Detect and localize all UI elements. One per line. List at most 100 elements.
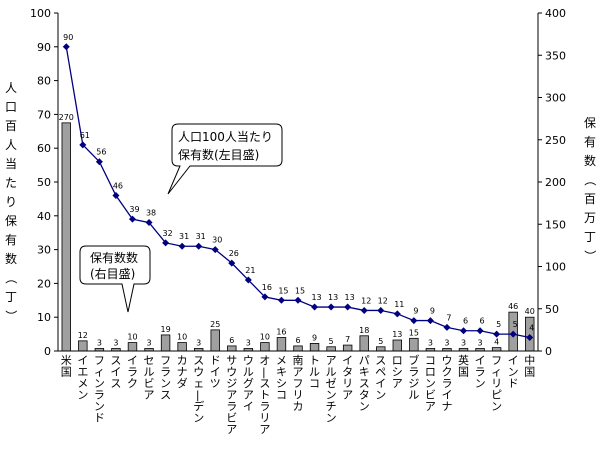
left-axis-title-char: 人 — [5, 138, 17, 152]
category-char: ル — [326, 366, 337, 379]
line-value-label: 16 — [262, 283, 272, 292]
right-tick-label: 400 — [545, 7, 566, 20]
category-char: ン — [94, 377, 105, 390]
line-value-label: 61 — [80, 131, 90, 140]
category-char: イ — [475, 354, 486, 367]
bar — [127, 342, 138, 352]
left-axis-title-char: 保 — [5, 214, 17, 228]
left-tick-label: 70 — [37, 108, 51, 121]
category-char: ロ — [425, 366, 436, 379]
line-value-label: 15 — [295, 286, 305, 295]
category-char: ル — [243, 366, 254, 379]
right-axis-title: 保有数 （ 百万丁 ） — [583, 116, 597, 262]
line-value-label: 11 — [394, 300, 404, 309]
right-axis-ticks: 0 50 100 150 200 250 300 350 400 — [538, 7, 566, 358]
series-point — [261, 293, 269, 301]
right-axis-title-char: 丁 — [584, 230, 596, 244]
bar — [409, 337, 419, 352]
bar-value-label: 13 — [392, 330, 402, 339]
line-value-label: 15 — [278, 286, 288, 295]
line-value-label: 30 — [212, 236, 222, 245]
series-point — [493, 330, 501, 338]
category-char: オ — [259, 354, 270, 367]
category-char: ナ — [441, 400, 452, 413]
category-char: リ — [491, 377, 502, 390]
category-char: フ — [293, 377, 304, 390]
bar-value-label: 12 — [78, 331, 88, 340]
category-char: ジ — [408, 377, 419, 390]
series-point — [162, 239, 170, 247]
category-char: ン — [491, 400, 502, 413]
category-char: ン — [94, 400, 105, 413]
category-char: ラ — [94, 389, 105, 402]
line-value-label: 12 — [361, 296, 371, 305]
bar-value-label: 3 — [97, 338, 102, 347]
callout-bar-text-2: (右目盛) — [90, 266, 135, 281]
line-value-label: 5 — [496, 320, 501, 329]
category-char: ウ — [441, 354, 452, 367]
category-char: メ — [276, 354, 287, 367]
category-char: ン — [326, 412, 337, 425]
line-value-label: 90 — [63, 33, 73, 42]
line-value-label: 4 — [529, 323, 534, 332]
category-char: ア — [293, 366, 304, 379]
line-value-label: 56 — [96, 148, 106, 157]
line-value-label: 31 — [196, 232, 206, 241]
right-axis-title-char: 百 — [584, 192, 596, 206]
category-char: | — [196, 389, 200, 402]
bar-value-label: 7 — [345, 335, 350, 344]
category-char: ド — [210, 354, 221, 367]
bar-value-label: 40 — [525, 307, 535, 316]
series-point — [244, 276, 252, 284]
bar-value-label: 18 — [359, 326, 369, 335]
category-char: ン — [359, 400, 370, 413]
category-char: ア — [392, 377, 403, 390]
bar — [276, 337, 287, 352]
line-value-label: 21 — [245, 266, 255, 275]
line-value-label: 9 — [413, 307, 418, 316]
right-tick-label: 250 — [545, 134, 566, 147]
category-char: ン — [160, 377, 171, 390]
category-char: リ — [342, 377, 353, 390]
left-axis-title-char: （ — [4, 272, 18, 284]
line-value-label: 7 — [446, 313, 451, 322]
category-char: ウ — [193, 366, 204, 379]
category-char: 南 — [293, 354, 304, 367]
left-axis-title-char: り — [5, 195, 17, 209]
category-char: ト — [309, 354, 320, 367]
bar-value-label: 3 — [478, 338, 483, 347]
category-char: ラ — [475, 366, 486, 379]
series-point — [228, 259, 236, 267]
bar-value-label: 3 — [428, 338, 433, 347]
callout-line-series: 人口100人当たり 保有数(左目盛) — [167, 123, 283, 195]
series-point — [112, 192, 120, 200]
right-tick-label: 350 — [545, 49, 566, 62]
bar-value-label: 3 — [146, 338, 151, 347]
bar-value-label: 25 — [210, 320, 220, 329]
category-char: ラ — [441, 377, 452, 390]
category-char: ア — [342, 389, 353, 402]
category-char: ブ — [408, 353, 419, 367]
left-axis-title-char: 丁 — [5, 290, 17, 304]
category-char: セ — [144, 354, 155, 367]
category-char: ゼ — [326, 377, 337, 390]
category-char: ア — [259, 423, 270, 436]
left-tick-label: 0 — [44, 345, 51, 358]
category-char: タ — [359, 389, 370, 402]
category-char: ン — [77, 389, 88, 402]
category-char: ナ — [177, 366, 188, 379]
bar-value-label: 15 — [409, 328, 419, 337]
category-char: 中 — [524, 354, 535, 367]
series-point — [526, 333, 534, 341]
bar — [491, 347, 502, 352]
bar-value-label: 3 — [196, 338, 201, 347]
left-tick-label: 50 — [37, 176, 51, 189]
bar-value-label: 9 — [312, 333, 317, 342]
bar — [293, 345, 303, 352]
bar-value-label: 5 — [378, 337, 383, 346]
left-tick-label: 30 — [37, 244, 51, 257]
category-char: ラ — [226, 400, 237, 413]
callout-line-text-2: 保有数(左目盛) — [178, 147, 259, 162]
category-char: イ — [127, 354, 138, 367]
